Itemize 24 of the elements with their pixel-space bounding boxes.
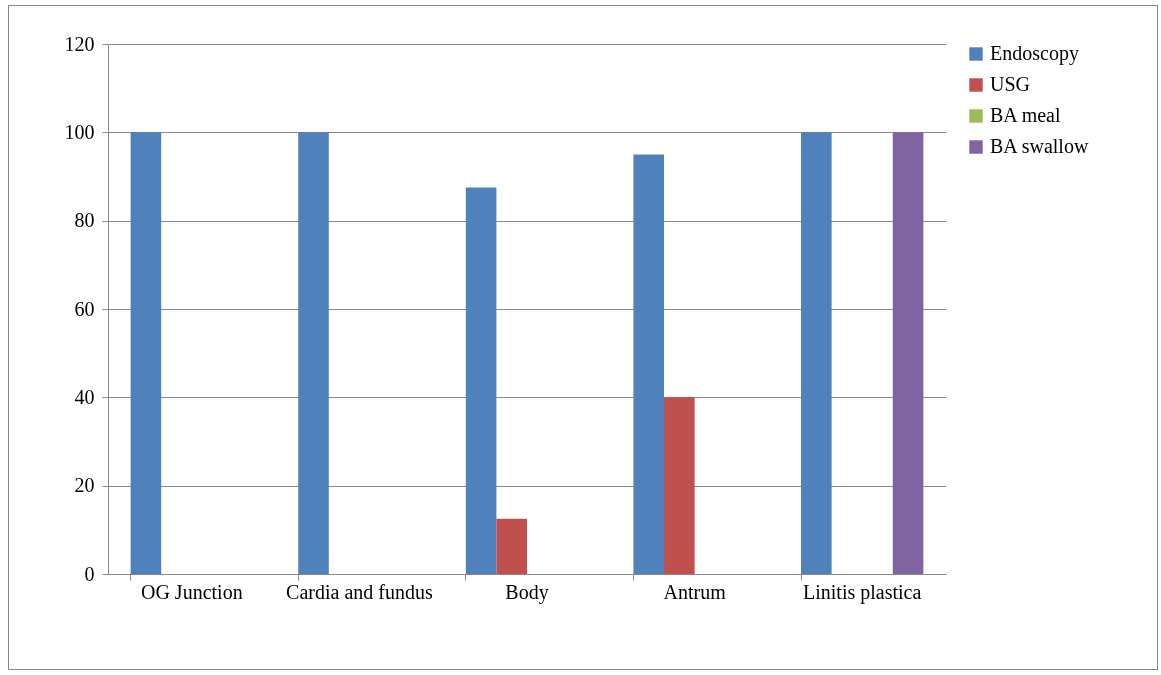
y-tick-label: 80 [74,209,95,232]
legend-label: Endoscopy [990,42,1079,65]
bar [892,132,924,574]
x-tick-label: OG Junction [140,580,243,603]
x-tick-label: Body [505,580,549,604]
y-tick-label: 120 [64,32,95,55]
bar [496,518,527,574]
bar [664,397,695,574]
legend-label: BA swallow [990,135,1089,157]
y-tick-label: 60 [74,297,95,320]
y-tick-label: 100 [64,120,95,143]
y-tick-label: 0 [84,562,95,585]
y-tick-label: 20 [74,474,95,497]
bar [633,154,665,574]
legend-label: USG [990,73,1031,95]
bar [465,187,497,574]
bar [298,132,329,574]
bar [130,132,162,574]
x-tick-label: Linitis plastica [803,580,922,604]
legend-label: BA meal [990,104,1061,126]
y-tick-label: 40 [74,385,95,408]
x-tick-label: Cardia and fundus [286,580,433,603]
bar [801,132,832,574]
x-tick-label: Antrum [663,580,727,603]
